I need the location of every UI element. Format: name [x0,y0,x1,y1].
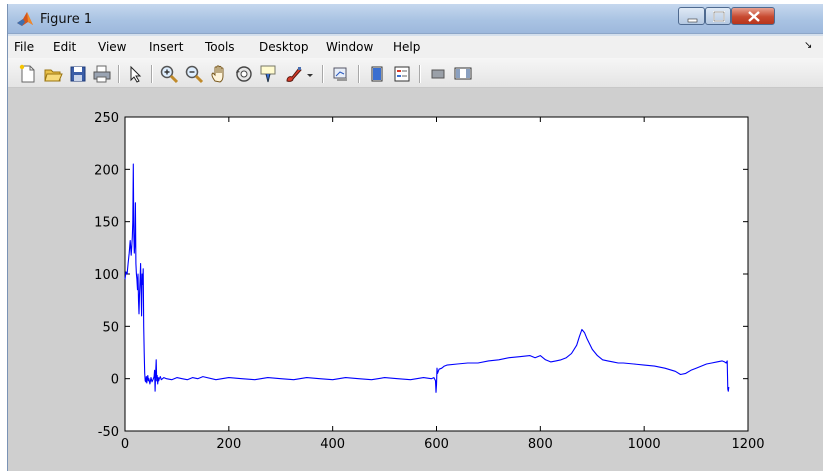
x-tick-label: 800 [528,437,553,452]
toolbar-separator [322,65,324,83]
window-title: Figure 1 [40,12,93,27]
x-tick-label: 0 [121,437,129,452]
toolbar-separator [358,65,360,83]
maximize-icon [713,11,725,22]
x-tick-label: 600 [424,437,449,452]
axis-ticks [124,116,749,432]
minimize-icon [687,18,698,23]
colorbar-icon[interactable] [367,64,387,84]
pan-hand-icon[interactable] [209,64,229,84]
zoom-in-icon[interactable] [159,64,179,84]
toolbar-separator [118,65,120,83]
data-cursor-icon[interactable] [259,64,279,84]
y-tick-label: 250 [94,111,119,126]
figure-toolbar [8,58,823,88]
menu-edit[interactable]: Edit [53,40,77,54]
y-tick-label: 150 [94,216,119,231]
rotate-3d-icon[interactable] [234,64,254,84]
menu-insert[interactable]: Insert [149,40,184,54]
menu-desktop[interactable]: Desktop [259,40,309,54]
y-tick-label: -50 [98,425,119,440]
data-series-line [124,163,730,393]
close-button[interactable] [731,7,775,25]
menu-view[interactable]: View [98,40,127,54]
x-tick-label: 1000 [628,437,661,452]
figure-window: Figure 1 File Edit View Insert Tools Des… [7,4,823,471]
brush-dropdown-icon[interactable] [305,64,315,84]
x-tick-label: 400 [320,437,345,452]
menu-window[interactable]: Window [326,40,374,54]
link-plot-icon[interactable] [331,64,351,84]
legend-icon[interactable] [392,64,412,84]
brush-icon[interactable] [284,64,304,84]
y-tick-label: 100 [94,268,119,283]
title-bar[interactable]: Figure 1 [8,4,823,34]
save-icon[interactable] [68,64,88,84]
new-figure-icon[interactable] [18,64,38,84]
y-tick-label: 0 [111,373,119,388]
figure-canvas: 0 200 400 600 800 1000 1200 -50 0 50 100 150 200 250 [8,88,823,471]
matlab-logo-icon [17,12,33,26]
maximize-button[interactable] [705,7,731,25]
open-file-icon[interactable] [43,64,63,84]
menu-bar: File Edit View Insert Tools Desktop Wind… [8,36,823,58]
edit-plot-arrow-icon[interactable] [126,64,146,84]
minimize-button[interactable] [678,7,705,25]
x-tick-label: 1200 [731,437,764,452]
close-icon [748,11,760,22]
zoom-out-icon[interactable] [184,64,204,84]
y-tick-label: 50 [102,320,119,335]
menu-tools[interactable]: Tools [205,40,235,54]
menu-overflow-arrow-icon[interactable]: ↘ [804,40,813,51]
toolbar-separator [419,65,421,83]
x-tick-label: 200 [216,437,241,452]
toolbar-separator [151,65,153,83]
print-icon[interactable] [92,64,112,84]
menu-file[interactable]: File [14,40,35,54]
show-plot-tools-icon[interactable] [453,64,473,84]
y-tick-label: 200 [94,163,119,178]
hide-plot-tools-icon[interactable] [428,64,448,84]
menu-help[interactable]: Help [393,40,421,54]
